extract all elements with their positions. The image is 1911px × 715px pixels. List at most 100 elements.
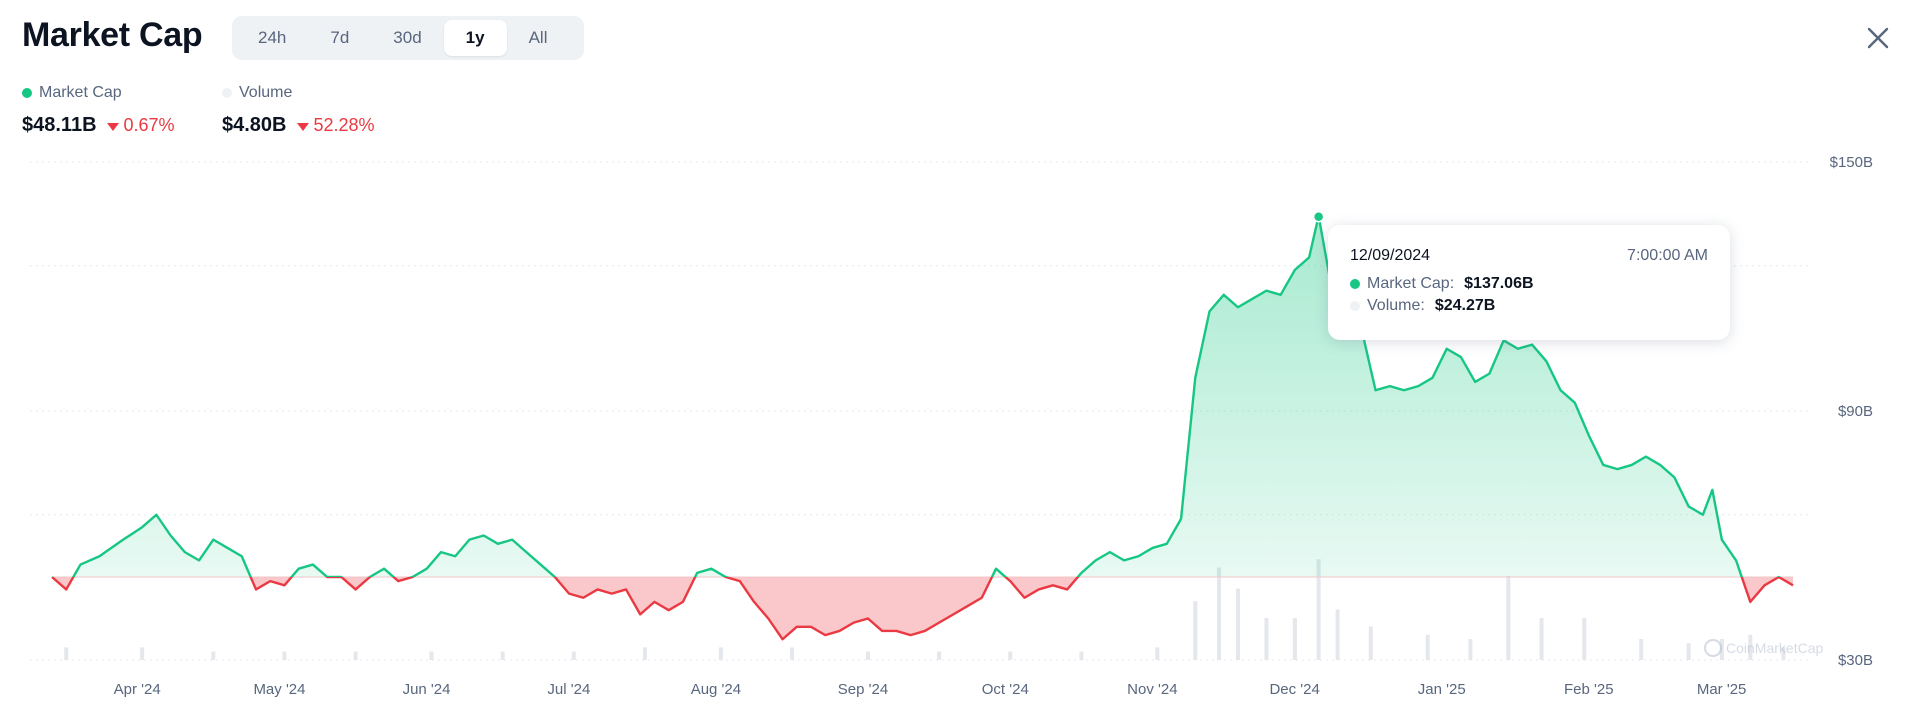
data-point-111 — [1645, 455, 1647, 457]
data-point-65 — [995, 568, 997, 570]
tooltip-time: 7:00:00 AM — [1627, 247, 1708, 264]
data-point-116 — [1711, 489, 1713, 491]
data-point-60 — [924, 630, 926, 632]
data-point-72 — [1094, 559, 1096, 561]
data-point-62 — [952, 613, 954, 615]
volume-bar-6 — [500, 651, 505, 660]
data-point-3 — [98, 555, 100, 557]
page-title: Market Cap — [22, 16, 203, 54]
volume-bar-4 — [353, 651, 358, 660]
data-point-47 — [739, 580, 741, 582]
tab-all[interactable]: All — [528, 28, 548, 47]
legend-market-cap[interactable]: Market Cap — [22, 84, 122, 102]
volume-bar-19 — [1264, 618, 1269, 660]
legend-volume[interactable]: Volume — [222, 84, 292, 102]
data-point-112 — [1659, 464, 1661, 466]
coinmarketcap-logo-icon — [1704, 639, 1722, 657]
data-point-50 — [781, 638, 783, 640]
data-point-25 — [426, 568, 428, 570]
x-tick-label-3: Jul '24 — [547, 681, 590, 698]
data-point-29 — [482, 534, 484, 536]
data-point-120 — [1763, 584, 1765, 586]
data-point-75 — [1137, 555, 1139, 557]
market-cap-value: $48.11B — [22, 114, 97, 136]
data-point-110 — [1631, 464, 1633, 466]
tooltip-market-cap-dot-icon — [1350, 279, 1360, 289]
x-tick-label-2: Jun '24 — [403, 681, 451, 698]
data-point-63 — [966, 605, 968, 607]
volume-stat: $4.80B 52.28% — [222, 114, 375, 137]
data-point-30 — [497, 543, 499, 545]
close-x-icon — [1867, 27, 1889, 49]
volume-bar-9 — [718, 647, 723, 660]
volume-bar-21 — [1316, 559, 1321, 660]
data-point-74 — [1123, 559, 1125, 561]
data-point-18 — [326, 576, 328, 578]
area-below-baseline — [52, 577, 1793, 640]
data-point-48 — [753, 601, 755, 603]
volume-value: $4.80B — [222, 114, 287, 136]
volume-bar-16 — [1193, 601, 1198, 660]
data-point-64 — [981, 597, 983, 599]
volume-bar-25 — [1468, 639, 1473, 660]
volume-bar-8 — [642, 647, 647, 660]
data-point-22 — [383, 568, 385, 570]
volume-bar-27 — [1539, 618, 1544, 660]
data-point-102 — [1517, 348, 1519, 350]
area-above-baseline — [52, 215, 1793, 577]
data-point-13 — [255, 588, 257, 590]
data-point-81 — [1223, 294, 1225, 296]
data-point-85 — [1279, 294, 1281, 296]
data-point-98 — [1460, 356, 1462, 358]
watermark-text: CoinMarketCap — [1726, 640, 1823, 656]
data-point-11 — [226, 547, 228, 549]
x-tick-label-5: Sep '24 — [838, 681, 888, 698]
data-point-7 — [169, 534, 171, 536]
volume-bar-31 — [1719, 639, 1724, 660]
data-point-54 — [838, 630, 840, 632]
data-point-83 — [1251, 298, 1253, 300]
x-tick-label-7: Nov '24 — [1127, 681, 1177, 698]
data-point-94 — [1403, 389, 1405, 391]
x-tick-label-1: May '24 — [253, 681, 305, 698]
data-point-113 — [1673, 476, 1675, 478]
data-point-10 — [212, 538, 214, 540]
data-point-69 — [1052, 584, 1054, 586]
data-point-38 — [611, 592, 613, 594]
tab-24h[interactable]: 24h — [258, 28, 287, 47]
volume-bar-33 — [1781, 647, 1786, 660]
data-point-43 — [682, 601, 684, 603]
data-point-92 — [1374, 389, 1376, 391]
tab-1y[interactable]: 1y — [443, 20, 507, 56]
tab-7d[interactable]: 7d — [330, 28, 350, 47]
data-point-108 — [1602, 464, 1604, 466]
data-point-24 — [411, 576, 413, 578]
data-point-55 — [853, 621, 855, 623]
data-point-14 — [269, 580, 271, 582]
data-point-93 — [1389, 385, 1391, 387]
data-point-6 — [155, 514, 157, 516]
data-point-19 — [340, 576, 342, 578]
tab-30d[interactable]: 30d — [393, 28, 422, 47]
data-point-0 — [51, 576, 53, 578]
x-tick-label-10: Feb '25 — [1564, 681, 1614, 698]
data-point-61 — [938, 621, 940, 623]
data-point-71 — [1080, 572, 1082, 574]
data-point-68 — [1038, 588, 1040, 590]
data-point-34 — [554, 576, 556, 578]
data-point-4 — [122, 538, 124, 540]
volume-bar-14 — [1079, 651, 1084, 660]
watermark: CoinMarketCap — [1704, 639, 1823, 657]
data-point-33 — [539, 563, 541, 565]
volume-bar-13 — [1008, 651, 1013, 660]
legend-volume-label: Volume — [239, 84, 293, 101]
data-point-106 — [1574, 402, 1576, 404]
data-point-104 — [1545, 360, 1547, 362]
data-point-100 — [1488, 372, 1490, 374]
volume-bar-10 — [790, 647, 795, 660]
data-point-67 — [1023, 597, 1025, 599]
close-button[interactable] — [1862, 22, 1894, 54]
volume-bar-11 — [865, 651, 870, 660]
volume-bar-0 — [64, 647, 69, 660]
